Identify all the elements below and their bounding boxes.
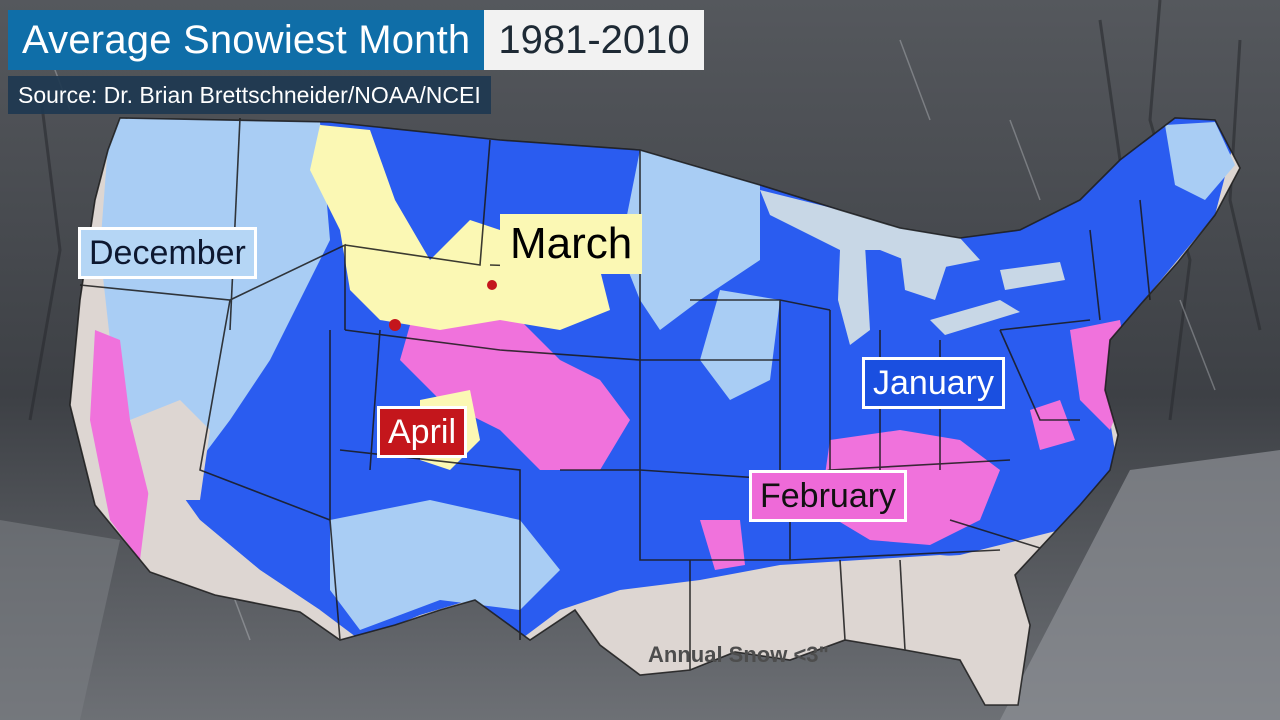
lake-ontario <box>1000 262 1065 290</box>
region-december-west <box>100 118 330 470</box>
label-january: January <box>862 357 1005 409</box>
region-december-plains <box>620 150 760 330</box>
label-april: April <box>377 406 468 458</box>
region-february-ohio <box>1030 400 1075 450</box>
map-years: 1981-2010 <box>484 10 704 70</box>
label-march: March <box>500 214 643 274</box>
lake-huron <box>900 250 950 300</box>
region-december-southwest <box>330 500 560 630</box>
source-credit: Source: Dr. Brian Brettschneider/NOAA/NC… <box>8 76 491 114</box>
region-december-midwest <box>700 290 780 400</box>
label-february: February <box>749 470 908 522</box>
region-low-snow-southwest <box>150 480 320 612</box>
great-lakes <box>760 190 980 270</box>
annual-snow-note: Annual Snow <3" <box>648 642 829 667</box>
region-april-spot <box>389 319 401 331</box>
region-low-snow-southwest2 <box>130 400 210 500</box>
region-february-rockies <box>400 280 630 470</box>
region-december-maine <box>1165 122 1235 200</box>
lake-michigan <box>838 245 870 345</box>
region-february-westcoast <box>90 330 150 560</box>
region-april-spot <box>487 280 497 290</box>
lake-erie <box>930 300 1020 335</box>
region-february-south <box>700 520 745 570</box>
label-december: December <box>78 227 257 279</box>
map-title: Average Snowiest Month <box>8 10 485 70</box>
title-bar: Average Snowiest Month 1981-2010 <box>8 10 704 70</box>
region-march-montana <box>310 125 610 330</box>
